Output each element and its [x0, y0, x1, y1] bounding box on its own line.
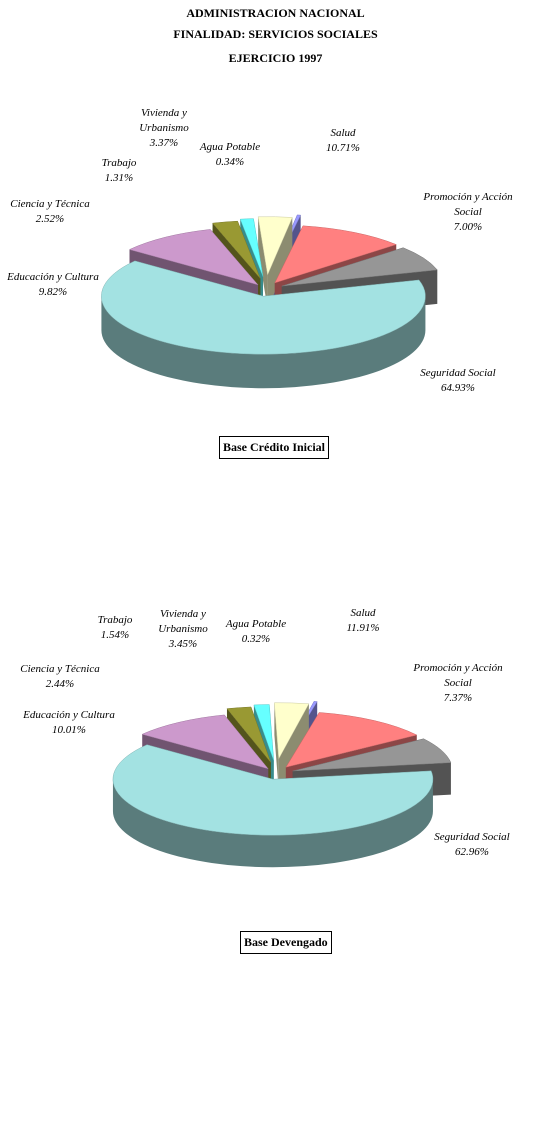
slice-label-vivienda: Vivienda y Urbanismo 3.37%: [139, 107, 189, 149]
slice-label-educacion: Educación y Cultura 10.01%: [23, 709, 115, 736]
slice-label-trabajo: Trabajo 1.31%: [101, 157, 137, 184]
slice-label-promocion: Promoción y Acción Social 7.00%: [423, 191, 513, 233]
slice-label-seguridad-social: Seguridad Social 64.93%: [420, 367, 496, 394]
slice-label-seguridad-social: Seguridad Social 62.96%: [434, 831, 510, 858]
chart-subtitle-credito-inicial: Base Crédito Inicial: [219, 436, 329, 459]
pie-slice-seguridad-social: [112, 744, 434, 868]
pie-slice-seguridad-social: [101, 260, 426, 389]
report-title-line-2: FINALIDAD: SERVICIOS SOCIALES: [173, 27, 378, 41]
report-title-line-1: ADMINISTRACION NACIONAL: [186, 6, 365, 20]
slice-label-agua: Agua Potable 0.32%: [225, 618, 287, 645]
slice-label-trabajo: Trabajo 1.54%: [97, 614, 133, 641]
slice-label-salud: Salud 11.91%: [346, 607, 380, 634]
slice-label-ciencia: Ciencia y Técnica 2.44%: [20, 663, 100, 690]
pie-chart-credito-inicial: [101, 214, 438, 389]
pie-slice-vivienda: [257, 216, 293, 309]
slice-label-educacion: Educación y Cultura 9.82%: [7, 271, 99, 298]
report-title-line-3: EJERCICIO 1997: [228, 51, 323, 65]
slice-label-salud: Salud 10.71%: [326, 127, 360, 154]
chart-subtitle-devengado: Base Devengado: [240, 931, 332, 954]
slice-label-ciencia: Ciencia y Técnica 2.52%: [10, 198, 90, 225]
slice-label-agua: Agua Potable 0.34%: [199, 141, 261, 168]
slice-label-vivienda: Vivienda y Urbanismo 3.45%: [158, 608, 208, 650]
pie-chart-devengado: [112, 701, 452, 868]
slice-label-promocion: Promoción y Acción Social 7.37%: [413, 662, 503, 704]
